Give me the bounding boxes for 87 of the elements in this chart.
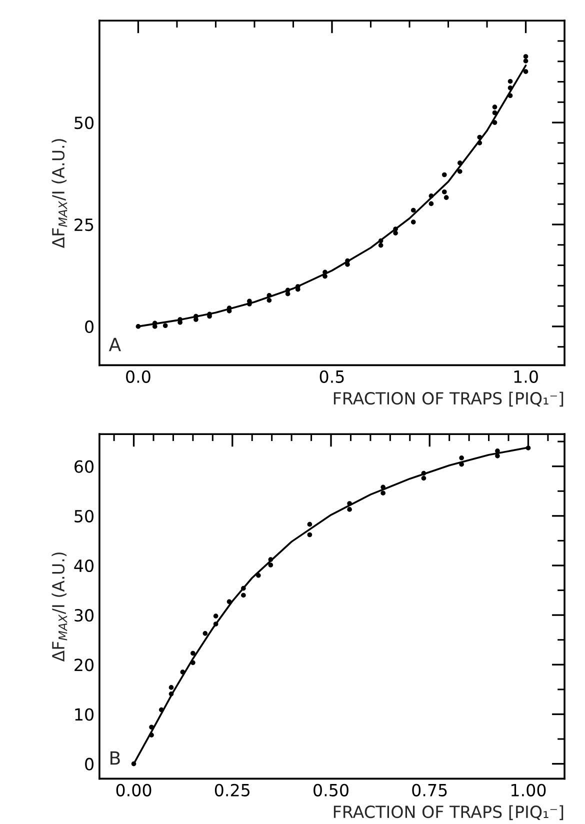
point — [428, 201, 434, 206]
x-tick-label: 1.00 — [512, 784, 546, 796]
point — [457, 169, 462, 174]
point — [442, 172, 447, 178]
point — [428, 194, 434, 198]
point — [226, 599, 232, 604]
point — [152, 324, 158, 329]
point — [345, 262, 350, 267]
point — [492, 104, 498, 110]
point — [477, 140, 482, 146]
point — [459, 455, 464, 460]
point — [131, 761, 136, 766]
point — [268, 562, 274, 568]
x-axis-title: FRACTION OF TRAPS [PIQ₁⁻] — [334, 805, 564, 820]
point — [168, 691, 174, 696]
y-axis-title: ΔF$_{MAX}$/I (A.U.) — [52, 139, 68, 248]
point — [268, 557, 274, 562]
x-tick-label: 0.00 — [116, 784, 152, 796]
point — [149, 732, 154, 738]
y-tick-label: 60 — [74, 460, 94, 473]
point — [421, 476, 426, 481]
x-tick-label: 1.0 — [514, 370, 538, 383]
point — [492, 110, 498, 116]
y-tick-label: 40 — [74, 559, 94, 572]
point — [190, 660, 196, 666]
point — [421, 470, 426, 476]
y-tick-label: 20 — [74, 658, 94, 672]
point — [508, 78, 513, 84]
annotation: A — [108, 338, 121, 352]
point — [378, 238, 384, 244]
point — [495, 448, 500, 454]
point — [307, 532, 312, 538]
point — [523, 54, 528, 59]
point — [393, 226, 398, 232]
point — [380, 484, 386, 490]
point — [213, 622, 218, 626]
annotation: B — [110, 751, 120, 765]
point — [347, 501, 352, 506]
y-tick-label: 0 — [85, 320, 94, 334]
point — [136, 324, 141, 329]
point — [158, 707, 164, 712]
point — [266, 293, 272, 298]
point — [410, 220, 416, 224]
point — [410, 208, 416, 213]
point — [495, 454, 500, 458]
point — [213, 614, 218, 618]
point — [442, 189, 447, 194]
point — [444, 195, 449, 200]
point — [194, 317, 198, 322]
point — [508, 85, 513, 90]
y-tick-label: 0 — [85, 758, 94, 770]
y-tick-label: 10 — [75, 708, 94, 721]
point — [307, 522, 312, 527]
point — [322, 270, 328, 275]
y-tick-label: 50 — [74, 116, 94, 130]
point — [202, 631, 208, 636]
point — [256, 572, 261, 578]
point — [523, 69, 528, 74]
point — [190, 650, 196, 656]
point — [347, 507, 352, 512]
y-axis-title: ΔF$_{MAX}$/I (A.U.) — [52, 552, 68, 662]
y-tick-label: 25 — [74, 218, 94, 232]
point — [508, 93, 513, 98]
point — [162, 323, 168, 328]
point — [322, 274, 328, 279]
x-tick-label: 0.5 — [320, 370, 344, 383]
point — [241, 592, 246, 598]
point — [492, 120, 498, 125]
point — [393, 230, 398, 236]
x-tick-label: 0.75 — [412, 784, 447, 796]
point — [523, 58, 528, 64]
x-axis-title: FRACTION OF TRAPS [PIQ₁⁻] — [334, 392, 564, 407]
y-tick-label: 50 — [74, 510, 94, 522]
point — [241, 586, 246, 591]
point — [457, 160, 462, 166]
point — [266, 298, 272, 303]
point — [380, 490, 386, 496]
point — [378, 242, 384, 248]
y-tick-label: 30 — [74, 609, 94, 622]
x-tick-label: 0.50 — [314, 784, 348, 796]
x-tick-label: 0.25 — [214, 784, 250, 796]
x-tick-label: 0.0 — [126, 370, 150, 383]
point — [477, 134, 482, 140]
point — [168, 685, 174, 690]
point — [149, 724, 154, 730]
point — [180, 670, 186, 674]
point — [526, 446, 531, 450]
